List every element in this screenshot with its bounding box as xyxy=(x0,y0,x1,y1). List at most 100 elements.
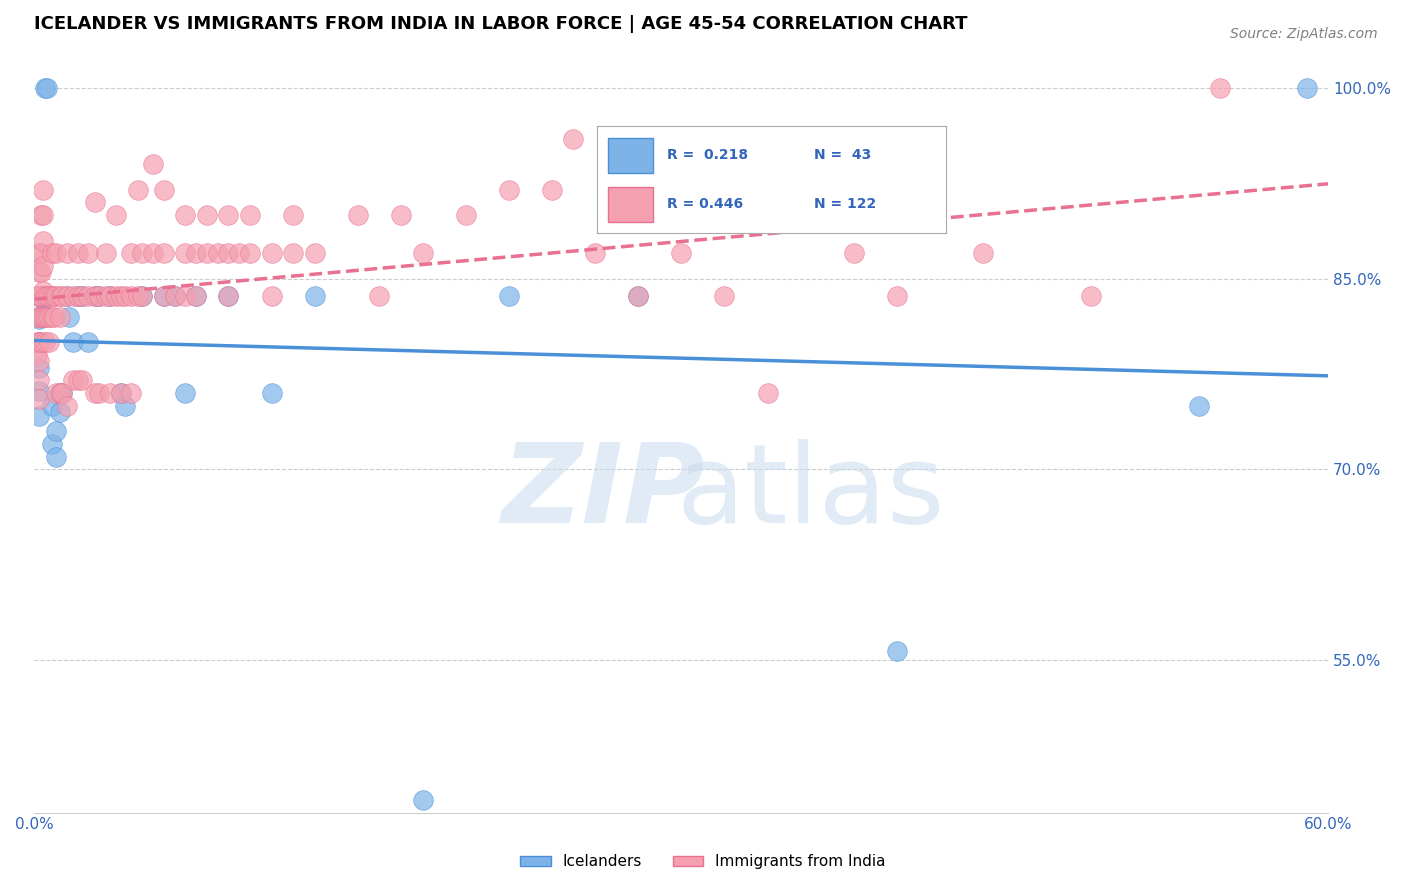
Point xyxy=(120,246,142,260)
Point xyxy=(1295,81,1317,95)
Point xyxy=(131,289,153,303)
Point xyxy=(49,289,72,303)
Point xyxy=(77,246,100,260)
Point xyxy=(30,246,52,260)
Point xyxy=(498,289,520,303)
Point xyxy=(49,386,72,401)
Point xyxy=(152,246,174,260)
Point xyxy=(30,289,52,303)
Point xyxy=(174,208,197,222)
Point xyxy=(32,289,55,303)
Point xyxy=(195,246,218,260)
Point xyxy=(627,289,650,303)
Point xyxy=(70,289,93,303)
Point xyxy=(389,208,412,222)
Point xyxy=(541,183,564,197)
Point xyxy=(260,289,283,303)
Point xyxy=(25,335,48,350)
Point xyxy=(41,437,63,451)
Point xyxy=(25,289,48,303)
Point xyxy=(70,289,93,303)
Point xyxy=(49,386,72,401)
Legend: Icelanders, Immigrants from India: Icelanders, Immigrants from India xyxy=(515,848,891,875)
Point xyxy=(454,208,477,222)
Point xyxy=(1188,399,1211,413)
Point xyxy=(174,289,197,303)
Point xyxy=(66,289,89,303)
Point xyxy=(55,399,77,413)
Point xyxy=(217,289,239,303)
Point xyxy=(70,373,93,387)
Point xyxy=(184,246,207,260)
Point xyxy=(32,183,55,197)
Point xyxy=(195,208,218,222)
Point xyxy=(66,246,89,260)
Point xyxy=(28,335,51,350)
Point xyxy=(25,310,48,324)
Point xyxy=(174,386,197,401)
Point xyxy=(45,424,67,438)
Point xyxy=(239,208,262,222)
Point xyxy=(37,310,59,324)
Point xyxy=(207,246,229,260)
Point xyxy=(32,234,55,248)
Point xyxy=(45,386,67,401)
Point xyxy=(66,373,89,387)
Point xyxy=(260,386,283,401)
Point xyxy=(412,246,434,260)
Point xyxy=(28,409,51,423)
Point xyxy=(28,373,51,387)
Point xyxy=(83,386,105,401)
Point xyxy=(110,386,132,401)
Point xyxy=(37,81,59,95)
Point xyxy=(260,246,283,260)
Point xyxy=(217,289,239,303)
Point xyxy=(217,246,239,260)
Point xyxy=(28,289,51,303)
Point xyxy=(346,208,368,222)
Point xyxy=(152,289,174,303)
Point xyxy=(239,246,262,260)
Point xyxy=(163,289,186,303)
Point xyxy=(55,289,77,303)
Point xyxy=(184,289,207,303)
Point xyxy=(105,289,128,303)
Point xyxy=(1209,81,1232,95)
Point xyxy=(38,289,60,303)
Point xyxy=(58,310,80,324)
Point xyxy=(120,386,142,401)
Point xyxy=(163,289,186,303)
Point xyxy=(562,132,585,146)
Point xyxy=(152,183,174,197)
Point xyxy=(49,310,72,324)
Point xyxy=(627,289,650,303)
Point xyxy=(28,289,51,303)
Point xyxy=(45,289,67,303)
Point xyxy=(32,285,55,299)
Point xyxy=(110,386,132,401)
Point xyxy=(110,289,132,303)
Point xyxy=(38,335,60,350)
Point xyxy=(28,354,51,368)
Point xyxy=(184,289,207,303)
Point xyxy=(34,81,56,95)
Point xyxy=(98,289,121,303)
Point xyxy=(41,310,63,324)
Point xyxy=(32,208,55,222)
Point xyxy=(114,399,136,413)
Point xyxy=(142,246,165,260)
Point xyxy=(28,265,51,279)
Point xyxy=(713,289,735,303)
Point xyxy=(127,289,149,303)
Point xyxy=(304,289,326,303)
Point xyxy=(28,246,51,260)
Point xyxy=(886,289,908,303)
Point xyxy=(756,386,779,401)
Point xyxy=(94,246,117,260)
Point xyxy=(98,386,121,401)
Point xyxy=(28,392,51,407)
Point xyxy=(32,259,55,273)
Point xyxy=(671,246,693,260)
Point xyxy=(30,335,52,350)
Point xyxy=(66,289,89,303)
